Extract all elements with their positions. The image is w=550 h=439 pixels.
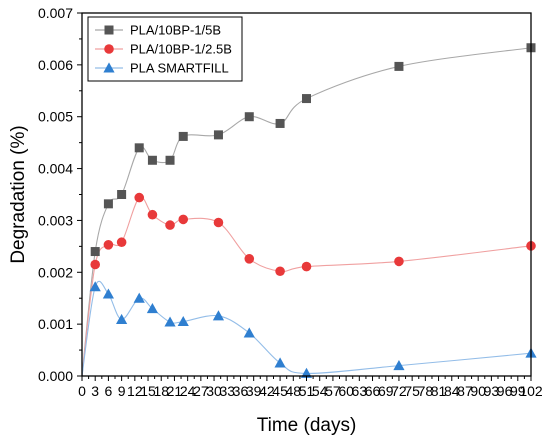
legend: PLA/10BP-1/5B PLA/10BP-1/2.5B PLA SMARTFIL… xyxy=(87,16,243,82)
x-tick-label: 102 xyxy=(519,383,543,399)
x-tick-label: 78 xyxy=(418,383,434,399)
x-tick-label: 51 xyxy=(299,383,315,399)
x-tick-label: 27 xyxy=(193,383,209,399)
data-point-series-3 xyxy=(164,316,176,327)
data-point-series-1 xyxy=(394,61,404,71)
x-axis: 0 3 6 9 121518212427303336394245485154576063… xyxy=(78,376,543,399)
series-line-2 xyxy=(81,196,532,377)
x-tick-label: 66 xyxy=(365,383,381,399)
data-point-series-2 xyxy=(244,254,255,264)
x-tick-label: 99 xyxy=(510,383,526,399)
data-point-series-1 xyxy=(134,143,144,153)
data-point-series-1 xyxy=(117,190,127,199)
x-tick-label: 48 xyxy=(286,383,302,399)
x-tick-label: 12 xyxy=(127,383,143,399)
y-tick-label: 0.000 xyxy=(38,368,73,384)
data-point-series-3 xyxy=(146,302,159,314)
y-axis: 0.000 0.001 0.002 0.003 0.004 0.005 0.006 0.007 xyxy=(38,5,82,384)
x-tick-label: 75 xyxy=(404,383,420,399)
y-tick-label: 0.005 xyxy=(38,109,73,125)
x-tick-label: 24 xyxy=(180,383,196,399)
x-tick-label: 81 xyxy=(431,383,447,399)
x-tick-label: 69 xyxy=(378,383,394,399)
x-tick-label: 21 xyxy=(167,383,183,399)
x-tick-label: 30 xyxy=(206,383,222,399)
x-tick-label: 60 xyxy=(338,383,354,399)
x-tick-label: 54 xyxy=(312,383,328,399)
y-tick-label: 0.001 xyxy=(38,316,73,332)
x-tick-label: 33 xyxy=(219,383,235,399)
x-tick-label: 3 xyxy=(91,383,99,399)
data-point-series-1 xyxy=(178,131,188,141)
data-point-series-2 xyxy=(103,240,114,250)
data-point-series-2 xyxy=(116,237,127,248)
data-point-series-2 xyxy=(134,192,145,203)
data-point-series-2 xyxy=(394,256,404,267)
data-point-series-2 xyxy=(90,259,101,270)
data-point-series-1 xyxy=(275,118,285,128)
y-tick-label: 0.002 xyxy=(38,264,73,280)
x-tick-label: 84 xyxy=(444,383,460,399)
x-tick-label: 90 xyxy=(470,383,486,399)
x-tick-label: 36 xyxy=(233,383,249,399)
data-point-series-2 xyxy=(301,261,312,272)
x-tick-label: 96 xyxy=(497,383,513,399)
x-tick-label: 0 xyxy=(78,383,86,399)
legend-label-1: PLA/10BP-1/5B xyxy=(130,23,221,38)
data-point-series-3 xyxy=(102,288,115,299)
data-point-series-3 xyxy=(243,327,255,338)
data-point-series-3 xyxy=(177,315,189,327)
x-tick-label: 57 xyxy=(325,383,341,399)
x-tick-label: 6 xyxy=(105,383,113,399)
y-tick-label: 0.006 xyxy=(38,57,73,73)
legend-marker-2 xyxy=(104,44,114,54)
data-point-series-1 xyxy=(244,112,254,122)
data-point-series-3 xyxy=(212,310,225,321)
data-point-series-1 xyxy=(103,199,113,209)
legend-label-3: PLA SMARTFILL xyxy=(130,61,229,76)
data-point-series-2 xyxy=(213,217,224,228)
data-point-series-1 xyxy=(147,155,157,165)
legend-marker-1 xyxy=(104,25,114,35)
data-point-series-2 xyxy=(178,214,189,225)
x-tick-label: 93 xyxy=(484,383,500,399)
x-tick-label: 45 xyxy=(272,383,288,399)
x-tick-label: 18 xyxy=(153,383,169,399)
x-tick-label: 15 xyxy=(140,383,156,399)
data-point-series-3 xyxy=(89,281,101,292)
x-tick-label: 63 xyxy=(352,383,368,399)
x-tick-label: 39 xyxy=(246,383,262,399)
data-point-series-1 xyxy=(302,94,311,104)
data-point-series-1 xyxy=(213,130,223,140)
data-point-series-3 xyxy=(116,313,128,324)
x-tick-label: 87 xyxy=(457,383,473,399)
x-tick-label: 42 xyxy=(259,383,275,399)
data-point-series-3 xyxy=(393,360,405,371)
y-axis-title: Degradation (%) xyxy=(8,125,29,263)
x-tick-label: 9 xyxy=(118,383,126,399)
data-point-series-1 xyxy=(165,155,175,165)
data-point-series-3 xyxy=(274,357,286,368)
legend-marker-3 xyxy=(103,62,115,73)
data-point-series-3 xyxy=(133,292,145,303)
x-tick-label: 72 xyxy=(391,383,407,399)
data-point-series-2 xyxy=(165,220,175,230)
data-point-series-2 xyxy=(275,266,285,277)
data-point-series-1 xyxy=(90,247,100,257)
y-tick-label: 0.003 xyxy=(38,212,73,228)
x-axis-title: Time (days) xyxy=(257,415,357,436)
y-tick-label: 0.007 xyxy=(38,5,73,21)
legend-label-2: PLA/10BP-1/2.5B xyxy=(130,42,232,57)
series-markers xyxy=(89,43,537,378)
y-tick-label: 0.004 xyxy=(38,161,73,177)
series-line-3 xyxy=(81,280,532,377)
data-point-series-2 xyxy=(147,209,158,220)
